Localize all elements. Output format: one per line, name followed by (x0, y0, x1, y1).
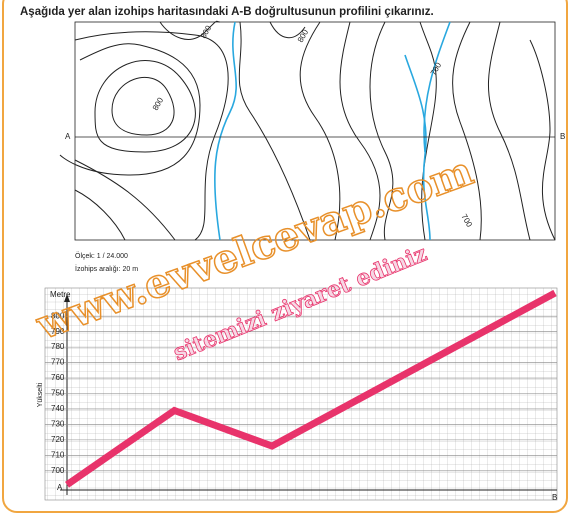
y-tick-label: 750 (51, 389, 65, 398)
y-tick-label: 710 (51, 450, 65, 459)
x-start-label: A (57, 483, 63, 492)
axis-arrow (64, 294, 70, 302)
map-point-b: B (560, 132, 565, 141)
y-tick-label: 730 (51, 420, 65, 429)
map-scale: Ölçek: 1 / 24.000 (75, 252, 128, 260)
y-tick-label: 780 (51, 342, 65, 351)
y-tick-label: 790 (51, 327, 65, 336)
x-end-label: B (552, 493, 557, 502)
y-tick-label: 770 (51, 358, 65, 367)
profile-line (65, 289, 557, 488)
grid-paper (44, 287, 558, 501)
y-label: Metre (50, 290, 71, 299)
y-tick-label: 720 (51, 435, 65, 444)
y-axis-title: Yükselti (37, 382, 44, 407)
y-tick-label: 800 (51, 311, 65, 320)
map-point-a: A (65, 132, 71, 141)
y-tick-label: 740 (51, 404, 65, 413)
contour-map (59, 20, 556, 241)
contour-interval: İzohips aralığı: 20 m (75, 264, 138, 273)
y-tick-label: 760 (51, 373, 65, 382)
y-tick-label: 700 (51, 466, 65, 475)
plot: 700 710 720 730 740 750 760 770 780 790 800 (45, 289, 557, 488)
title: Aşağıda yer alan izohips haritasındaki A… (20, 6, 434, 18)
